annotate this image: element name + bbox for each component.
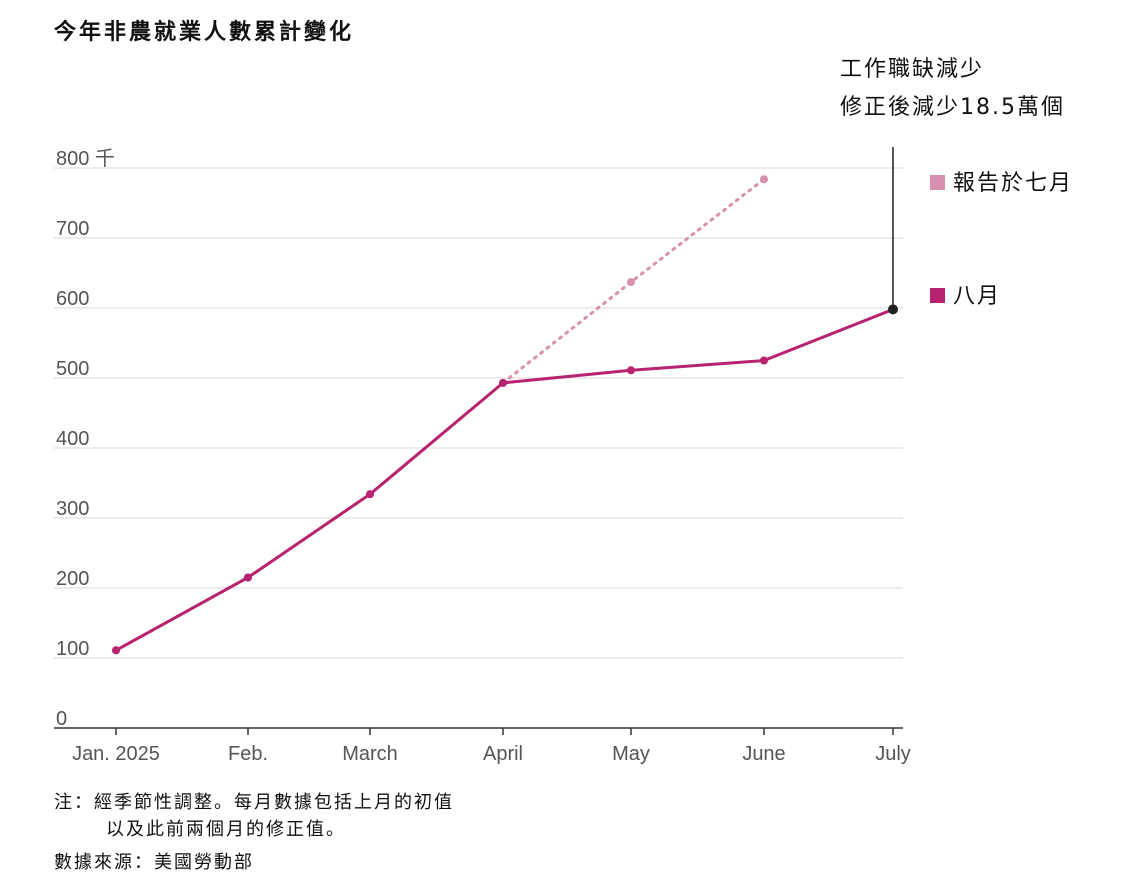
x-axis: Jan. 2025 Feb. March April May June July bbox=[54, 727, 911, 765]
data-point bbox=[112, 646, 120, 655]
annotation-text: 工作職缺減少 bbox=[840, 57, 984, 82]
legend-swatch bbox=[930, 288, 945, 303]
chart-title: 今年非農就業人數累計變化 bbox=[54, 20, 355, 45]
y-tick-label: 400 bbox=[56, 428, 89, 450]
annotation-text: 修正後減少18.5萬個 bbox=[840, 95, 1065, 120]
legend-label: 報告於七月 bbox=[953, 171, 1073, 196]
x-tick-label: May bbox=[612, 743, 650, 765]
data-point bbox=[499, 378, 507, 387]
y-tick-label: 800 千 bbox=[56, 147, 115, 170]
legend-swatch bbox=[930, 175, 945, 190]
x-tick-label: Feb. bbox=[228, 743, 268, 765]
y-tick-label: 600 bbox=[56, 288, 89, 310]
x-tick-label: Jan. 2025 bbox=[72, 743, 160, 765]
y-tick-label: 300 bbox=[56, 498, 89, 520]
data-point bbox=[627, 278, 635, 287]
y-tick-label: 200 bbox=[56, 568, 89, 590]
series-line-0 bbox=[114, 177, 766, 652]
y-tick-label: 700 bbox=[56, 218, 89, 240]
x-tick-label: April bbox=[483, 743, 523, 765]
y-tick-label: 0 bbox=[56, 708, 67, 730]
data-point bbox=[627, 366, 635, 375]
data-point bbox=[244, 573, 252, 582]
source-note: 數據來源：美國勞動部 bbox=[54, 852, 254, 873]
footnote-line-1: 注：經季節性調整。每月數據包括上月的初值 bbox=[54, 792, 454, 813]
series-lines bbox=[112, 175, 898, 655]
legend-label: 八月 bbox=[953, 284, 1001, 309]
data-point bbox=[760, 175, 768, 184]
x-tick-label: July bbox=[875, 743, 911, 765]
series-line-1 bbox=[115, 308, 894, 652]
gridlines bbox=[54, 167, 903, 659]
footnote-line-2: 以及此前兩個月的修正值。 bbox=[106, 819, 346, 840]
y-tick-label: 500 bbox=[56, 358, 89, 380]
y-tick-label: 100 bbox=[56, 638, 89, 660]
y-axis-ticks: 0 100 200 300 400 500 600 700 800 千 bbox=[56, 147, 115, 730]
x-tick-label: March bbox=[342, 743, 398, 765]
data-point bbox=[760, 356, 768, 365]
x-tick-label: June bbox=[742, 743, 785, 765]
data-point bbox=[366, 490, 374, 499]
